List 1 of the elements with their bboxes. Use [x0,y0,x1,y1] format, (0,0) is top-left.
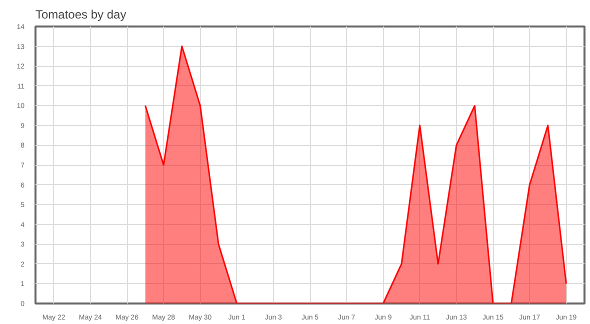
chart-title: Tomatoes by day [36,8,126,22]
